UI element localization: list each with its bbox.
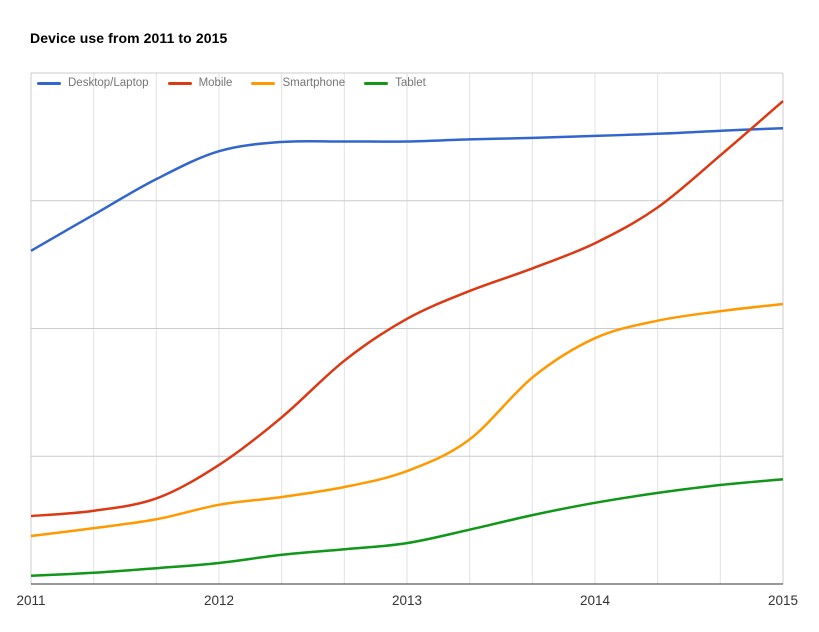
legend-label-mobile: Mobile: [198, 77, 233, 89]
x-axis-label-2013: 2013: [391, 593, 423, 608]
x-axis-labels: 2011 2012 2013 2014 2015: [0, 593, 819, 611]
series-line-smartphone[interactable]: [30, 302, 784, 538]
legend-label-tablet: Tablet: [395, 77, 426, 89]
legend-label-desktop-laptop: Desktop/Laptop: [68, 77, 149, 89]
legend-item-mobile: Mobile: [167, 77, 233, 89]
legend-line-swatch-mobile: [167, 81, 192, 85]
legend-item-tablet: Tablet: [364, 77, 426, 89]
chart-title: Device use from 2011 to 2015: [30, 30, 228, 46]
series-line-desktop-laptop[interactable]: [30, 126, 784, 252]
chart-legend: Desktop/Laptop Mobile Smartphone Tablet: [37, 77, 426, 89]
legend-item-smartphone: Smartphone: [251, 77, 345, 89]
series-line-mobile[interactable]: [30, 100, 784, 518]
legend-line-swatch-desktop-laptop: [37, 81, 61, 85]
x-axis-label-2014: 2014: [579, 593, 611, 608]
legend-label-smartphone: Smartphone: [282, 77, 346, 89]
x-axis-label-2015: 2015: [767, 593, 799, 608]
legend-line-swatch-smartphone: [251, 81, 276, 85]
series-line-tablet[interactable]: [30, 477, 784, 578]
legend-item-desktop-laptop: Desktop/Laptop: [37, 77, 149, 89]
legend-line-swatch-tablet: [364, 81, 389, 85]
x-axis-label-2012: 2012: [203, 593, 235, 608]
x-axis-label-2011: 2011: [16, 593, 46, 608]
